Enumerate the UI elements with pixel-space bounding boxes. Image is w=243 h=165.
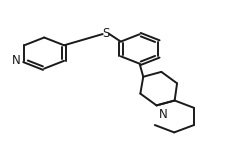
Text: N: N: [159, 108, 168, 121]
Text: S: S: [102, 27, 110, 40]
Text: N: N: [12, 54, 21, 67]
